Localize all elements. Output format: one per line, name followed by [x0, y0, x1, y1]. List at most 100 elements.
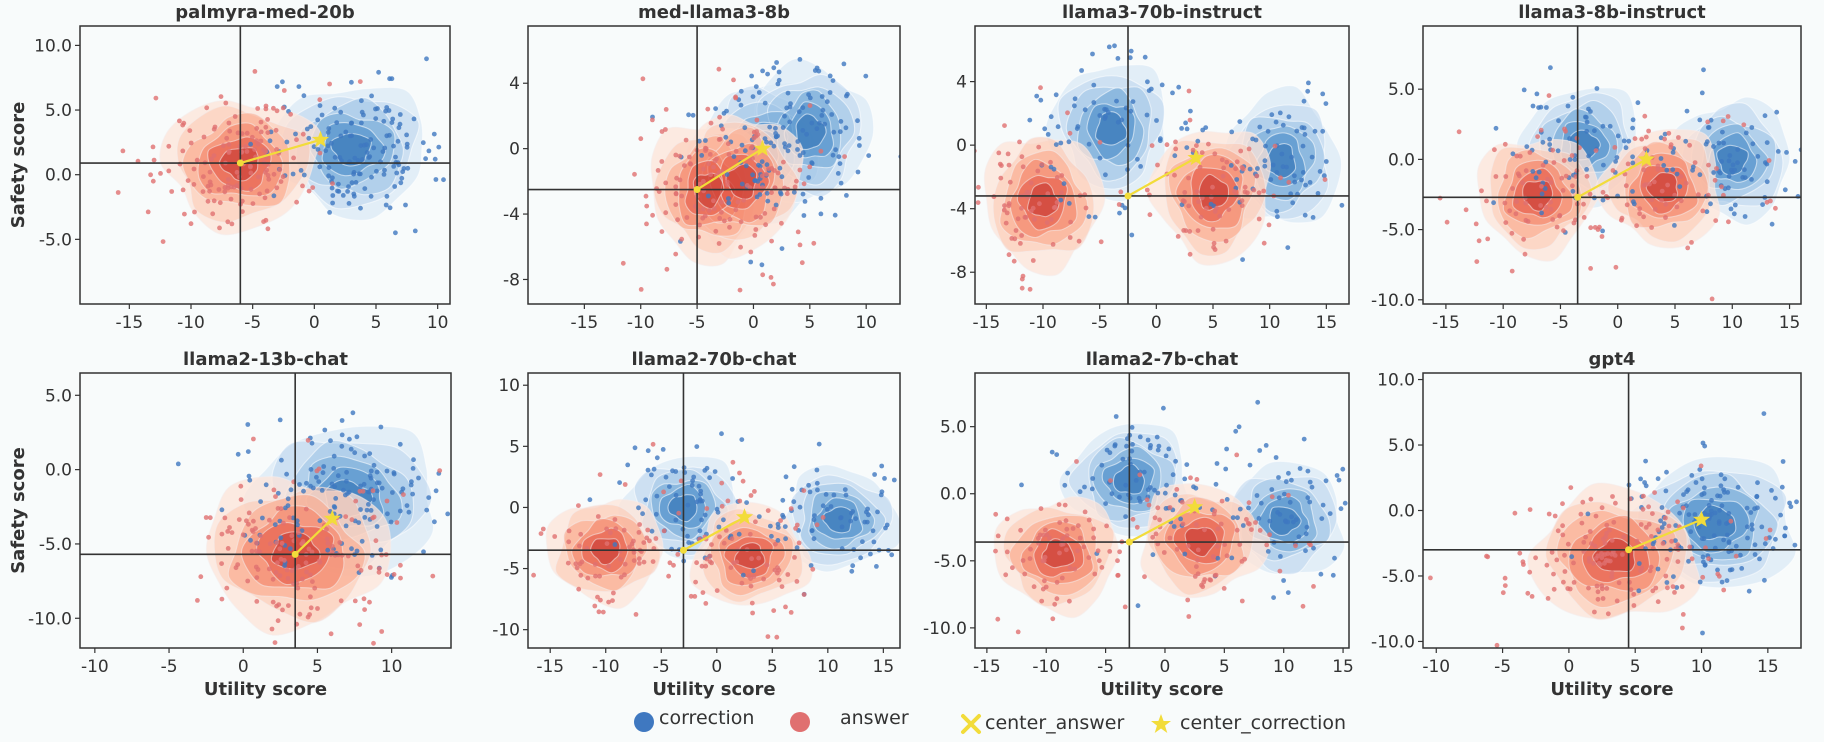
correction-point: [1732, 202, 1738, 208]
answer-point: [1623, 183, 1629, 189]
answer-point: [1548, 199, 1553, 205]
answer-point: [1180, 198, 1186, 204]
answer-point: [653, 536, 659, 541]
correction-point: [696, 483, 702, 489]
correction-point: [719, 431, 724, 437]
correction-point: [685, 502, 691, 508]
answer-point: [675, 217, 680, 223]
correction-point: [1542, 186, 1548, 191]
correction-point: [1117, 210, 1122, 216]
correction-point: [1307, 180, 1313, 185]
correction-point: [742, 148, 748, 154]
answer-point: [280, 105, 286, 111]
answer-point: [1712, 177, 1718, 183]
answer-point: [1641, 167, 1647, 173]
answer-point: [1047, 535, 1052, 541]
answer-point: [713, 228, 719, 234]
correction-point: [1706, 502, 1712, 508]
answer-point: [1081, 544, 1087, 550]
answer-point: [250, 201, 256, 207]
answer-point: [1514, 199, 1519, 205]
answer-point: [711, 198, 716, 204]
answer-point: [1030, 258, 1036, 263]
answer-point: [231, 184, 237, 190]
correction-points: [1027, 43, 1345, 262]
correction-point: [794, 545, 800, 551]
correction-point: [773, 125, 778, 131]
answer-point: [1600, 596, 1606, 601]
answer-point: [700, 590, 706, 595]
answer-point: [222, 189, 228, 195]
answer-point: [1070, 526, 1076, 531]
answer-point: [251, 436, 256, 442]
answer-point: [1027, 286, 1033, 292]
answer-point: [1147, 212, 1153, 218]
answer-point: [294, 137, 299, 143]
answer-point: [1052, 601, 1058, 607]
answer-point: [1027, 556, 1033, 561]
correction-point: [1236, 424, 1242, 430]
answer-point: [820, 515, 826, 520]
correction-point: [1340, 466, 1346, 472]
answer-point: [1773, 205, 1778, 211]
answer-point: [1456, 129, 1462, 135]
correction-point: [1693, 480, 1699, 485]
answer-point: [1062, 502, 1068, 508]
answer-point: [248, 186, 254, 192]
correction-point: [690, 478, 695, 484]
answer-point: [1195, 547, 1201, 553]
answer-point: [1662, 136, 1667, 142]
correction-point: [1269, 487, 1275, 492]
answer-point: [216, 187, 222, 192]
answer-point: [1646, 521, 1652, 527]
correction-point: [809, 161, 815, 166]
answer-point: [758, 214, 763, 220]
correction-point: [1661, 163, 1667, 168]
correction-point: [1142, 54, 1148, 60]
correction-point: [775, 521, 781, 527]
answer-point: [673, 251, 679, 257]
answer-point: [1554, 557, 1560, 563]
correction-point: [1655, 566, 1661, 572]
x-tick-label: 5: [312, 657, 323, 677]
correction-point: [1317, 169, 1323, 174]
correction-point: [771, 143, 777, 149]
answer-point: [1642, 113, 1648, 119]
correction-point: [1699, 476, 1705, 482]
correction-point: [842, 487, 848, 492]
correction-point: [1724, 521, 1729, 526]
answer-point: [752, 233, 758, 238]
answer-point: [278, 556, 284, 562]
y-tick-label: -4: [950, 200, 967, 220]
answer-point: [761, 576, 766, 582]
correction-point: [817, 120, 822, 126]
plot-frame: [1422, 25, 1802, 305]
answer-point: [391, 572, 397, 577]
answer-point: [1655, 527, 1661, 533]
correction-point: [1268, 177, 1274, 182]
answer-point: [1494, 642, 1500, 648]
x-tick-label: -5: [1494, 657, 1511, 677]
correction-point: [786, 143, 792, 149]
answer-point: [211, 198, 217, 204]
correction-point: [1759, 524, 1765, 530]
correction-point: [1555, 148, 1561, 154]
answer-point: [1560, 501, 1565, 507]
correction-point: [696, 138, 702, 144]
answer-point: [289, 533, 295, 539]
correction-point: [1289, 514, 1294, 520]
answer-point: [279, 540, 285, 546]
answer-point: [595, 514, 601, 519]
answer-point: [263, 106, 269, 112]
answer-point: [1004, 516, 1010, 522]
x-tick-label: 10: [427, 313, 449, 333]
answer-point: [1239, 165, 1245, 170]
x-tick-label: -10: [1422, 657, 1450, 677]
correction-point: [323, 148, 329, 154]
answer-point: [1649, 534, 1654, 539]
correction-point: [1787, 500, 1792, 506]
correction-point: [1623, 145, 1629, 151]
answer-point: [1768, 198, 1773, 204]
answer-point: [1002, 203, 1007, 209]
answer-point: [1077, 535, 1083, 541]
